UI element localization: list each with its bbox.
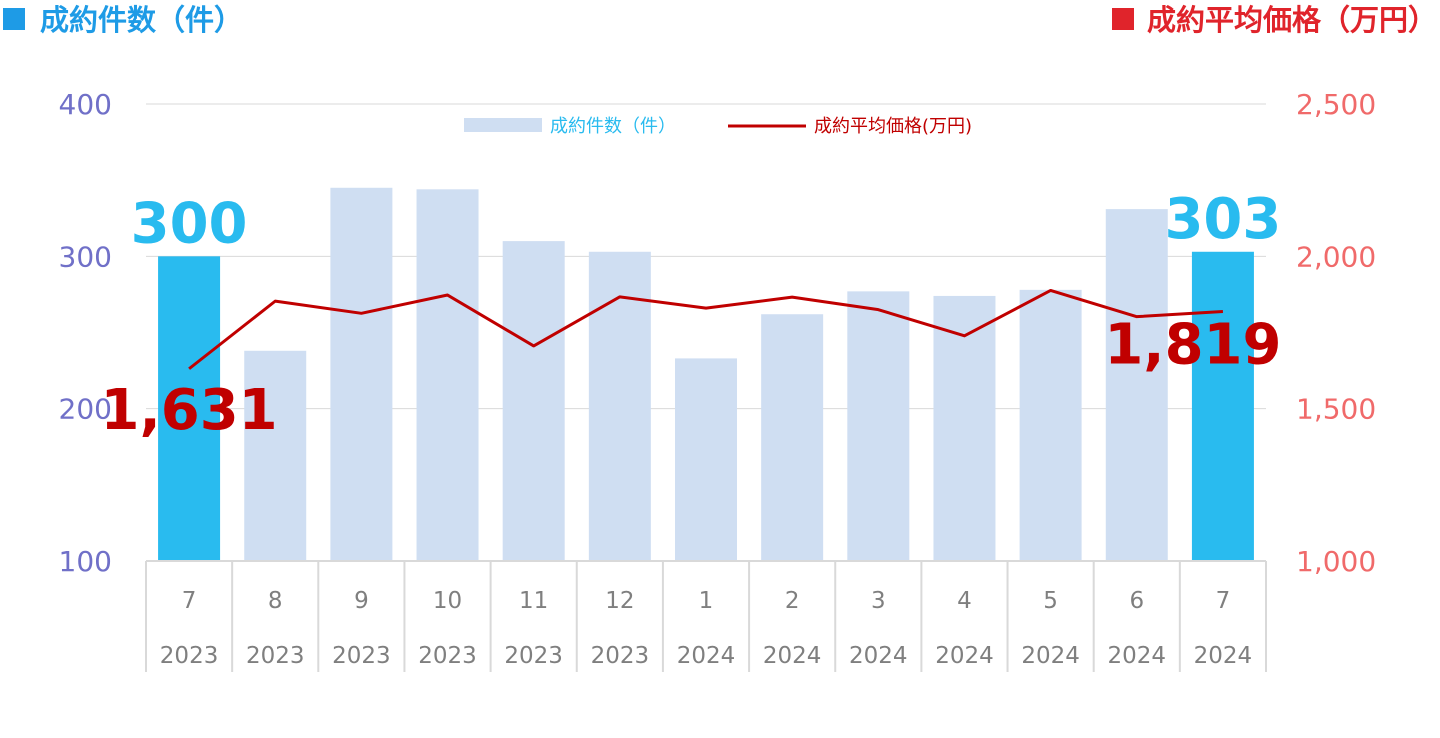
legend-bar-label: 成約件数（件） <box>550 116 676 137</box>
x-tick-label-year: 2024 <box>677 643 736 669</box>
x-tick-label-month: 4 <box>957 588 972 614</box>
bar <box>1019 289 1082 561</box>
line-data-label: 1,819 <box>1104 312 1281 377</box>
bar <box>588 251 651 561</box>
right-axis-title: 成約平均価格（万円） <box>1147 3 1437 37</box>
x-tick-label-month: 11 <box>519 588 548 614</box>
x-tick-label-month: 7 <box>182 588 197 614</box>
x-tick-label-month: 12 <box>605 588 634 614</box>
x-tick-label-month: 3 <box>871 588 886 614</box>
x-tick-label-year: 2024 <box>1194 643 1253 669</box>
x-tick-label-year: 2023 <box>332 643 391 669</box>
bar-data-label: 300 <box>131 191 248 256</box>
x-tick-label-month: 6 <box>1129 588 1144 614</box>
left-axis-tick-label: 200 <box>59 393 112 426</box>
bar <box>933 295 996 561</box>
x-tick-label-year: 2024 <box>849 643 908 669</box>
bar <box>158 256 221 561</box>
bar <box>330 187 393 562</box>
left-axis-tick-label: 300 <box>59 240 112 273</box>
left-axis-tick-label: 100 <box>59 545 112 578</box>
x-tick-label-year: 2023 <box>591 643 650 669</box>
right-axis-tick-label: 1,500 <box>1296 393 1376 426</box>
bar-series <box>158 187 1254 562</box>
bar <box>1191 251 1254 561</box>
bar <box>502 241 565 561</box>
x-tick-label-month: 1 <box>699 588 714 614</box>
right-axis-tick-label: 2,000 <box>1296 240 1376 273</box>
data-labels: 300 303 1,631 1,819 <box>101 187 1282 443</box>
category-table: 7 2023 8 2023 9 2023 10 2023 11 2023 12 2023 1 2024 2 2… <box>145 560 1267 672</box>
x-tick-label-year: 2024 <box>935 643 994 669</box>
line-data-label: 1,631 <box>101 378 278 443</box>
legend-bar-swatch <box>464 118 542 132</box>
x-tick-label-year: 2023 <box>160 643 219 669</box>
legend-line-label: 成約平均価格(万円) <box>814 116 972 137</box>
x-tick-label-year: 2024 <box>1107 643 1166 669</box>
right-title-square-icon <box>1112 8 1134 30</box>
left-axis-tick-label: 400 <box>59 88 112 121</box>
bar-data-label: 303 <box>1164 187 1281 252</box>
bar <box>1105 209 1168 562</box>
x-tick-label-month: 10 <box>433 588 462 614</box>
x-tick-label-year: 2024 <box>1021 643 1080 669</box>
bar <box>761 314 824 561</box>
x-tick-label-year: 2024 <box>763 643 822 669</box>
x-tick-label-month: 9 <box>354 588 369 614</box>
x-tick-label-month: 5 <box>1043 588 1058 614</box>
left-axis-title: 成約件数（件） <box>40 3 243 37</box>
bar <box>675 358 737 561</box>
left-title-square-icon <box>3 8 25 30</box>
x-tick-label-year: 2023 <box>246 643 305 669</box>
bar <box>244 350 307 561</box>
x-tick-label-month: 8 <box>268 588 283 614</box>
right-axis-tick-label: 1,000 <box>1296 545 1376 578</box>
x-tick-label-year: 2023 <box>418 643 477 669</box>
x-tick-label-year: 2023 <box>504 643 563 669</box>
legend: 成約件数（件） 成約平均価格(万円) <box>464 116 972 137</box>
x-tick-label-month: 7 <box>1216 588 1231 614</box>
axes: 100 200 300 400 1,000 1,500 2,000 2,500 <box>59 88 1377 578</box>
line-series <box>188 288 1224 370</box>
bar <box>416 189 479 561</box>
right-axis-tick-label: 2,500 <box>1296 88 1376 121</box>
bar <box>847 291 910 561</box>
x-tick-label-month: 2 <box>785 588 800 614</box>
